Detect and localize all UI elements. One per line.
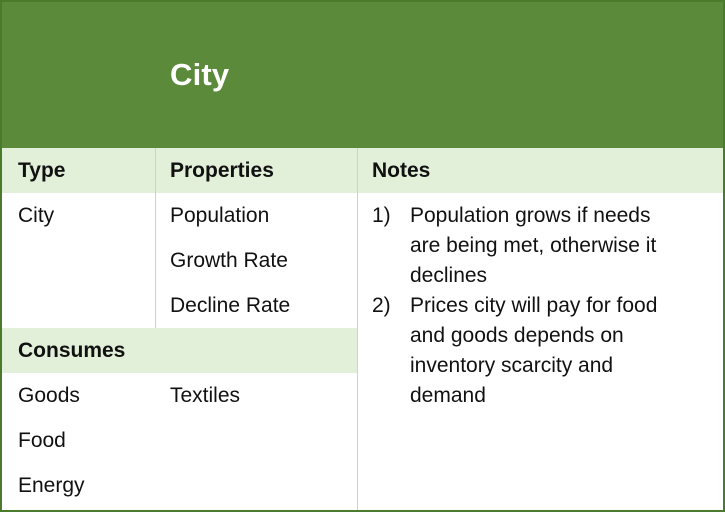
column-divider-2 xyxy=(357,148,358,510)
note-line: Prices city will pay for food xyxy=(410,294,658,317)
note-line: declines xyxy=(410,264,488,287)
column-header-row xyxy=(2,148,723,193)
note-number: 2) xyxy=(372,294,391,317)
note-line: are being met, otherwise it xyxy=(410,234,657,257)
note-line: and goods depends on xyxy=(410,324,624,347)
consumes-band xyxy=(2,328,357,373)
note-line: Population grows if needs xyxy=(410,204,651,227)
card-header: City xyxy=(2,2,723,148)
note-line: demand xyxy=(410,384,486,407)
header-notes: Notes xyxy=(372,159,431,182)
consumes-item: Goods xyxy=(18,384,80,407)
consumes-item: Food xyxy=(18,429,66,452)
card-title: City xyxy=(170,57,230,92)
note-number: 1) xyxy=(372,204,391,227)
header-type: Type xyxy=(18,159,66,182)
property-item: Growth Rate xyxy=(170,249,288,272)
header-properties: Properties xyxy=(170,159,274,182)
property-item: Population xyxy=(170,204,270,227)
note-line: inventory scarcity and xyxy=(410,354,614,377)
column-divider-1 xyxy=(155,148,156,328)
consumes-label: Consumes xyxy=(18,339,126,362)
consumes-item: Energy xyxy=(18,474,85,497)
consumes-secondary: Textiles xyxy=(170,384,241,407)
type-value: City xyxy=(18,204,55,227)
property-item: Decline Rate xyxy=(170,294,291,317)
